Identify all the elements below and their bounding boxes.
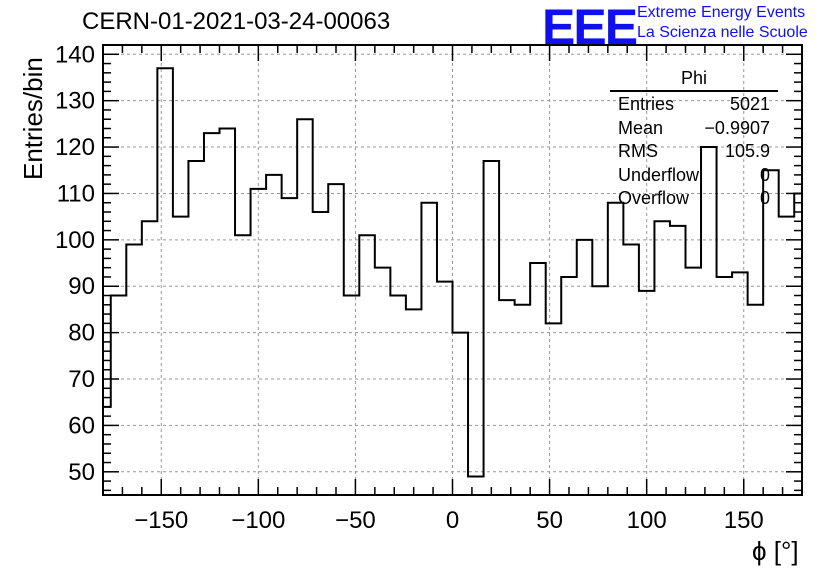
run-title: CERN-01-2021-03-24-00063 (82, 8, 391, 35)
histogram-step-line (103, 67, 802, 478)
x-axis-label: ϕ [°] (752, 536, 799, 566)
x-tick-label: 150 (724, 507, 764, 534)
stats-value: 0 (759, 188, 770, 208)
stats-box: Phi Entries 5021 Mean −0.9907 RMS 105.9 … (610, 68, 778, 210)
x-tick-label: −50 (335, 507, 376, 534)
y-axis-label: Entries/bin (18, 57, 48, 180)
stats-label: Mean (618, 117, 664, 138)
y-tick-label: 140 (55, 41, 95, 68)
stats-value: 5021 (729, 94, 770, 114)
y-tick-label: 50 (68, 459, 95, 486)
y-tick-label: 70 (68, 366, 95, 393)
y-tick-label: 90 (68, 273, 95, 300)
stats-label: Entries (618, 94, 675, 114)
stats-row-mean: Mean −0.9907 (610, 116, 778, 140)
stats-value: 105.9 (724, 141, 770, 161)
y-tick-label: 120 (55, 134, 95, 161)
logo-subtitle-line2: La Scienza nelle Scuole (637, 24, 808, 41)
x-tick-label: 0 (446, 507, 459, 534)
stats-value: −0.9907 (704, 117, 770, 138)
y-tick-label: 110 (57, 180, 95, 207)
eee-logo: EEE (542, 0, 638, 55)
stats-label: Underflow (618, 164, 700, 185)
logo-subtitle-line1: Extreme Energy Events (637, 4, 806, 21)
stats-row-overflow: Overflow 0 (610, 186, 778, 210)
y-tick-label: 100 (55, 227, 95, 254)
y-tick-label: 80 (68, 320, 95, 347)
x-tick-label: 50 (536, 507, 563, 534)
histogram-bars (103, 67, 802, 478)
stats-value: 0 (759, 164, 770, 185)
x-tick-label: −150 (134, 507, 188, 534)
y-axis: 50 60 70 80 90 100 110 120 130 140 (55, 41, 802, 492)
stats-title: Phi (610, 68, 778, 92)
x-tick-label: 100 (627, 507, 667, 534)
x-axis: −150 −100 −50 0 50 100 150 (102, 45, 803, 534)
stats-label: Overflow (618, 188, 690, 208)
x-tick-label: −100 (231, 507, 285, 534)
stats-row-underflow: Underflow 0 (610, 163, 778, 187)
y-tick-label: 130 (55, 88, 95, 115)
stats-row-entries: Entries 5021 (610, 92, 778, 116)
y-tick-label: 60 (68, 412, 95, 439)
stats-label: RMS (618, 141, 658, 161)
stats-row-rms: RMS 105.9 (610, 139, 778, 163)
